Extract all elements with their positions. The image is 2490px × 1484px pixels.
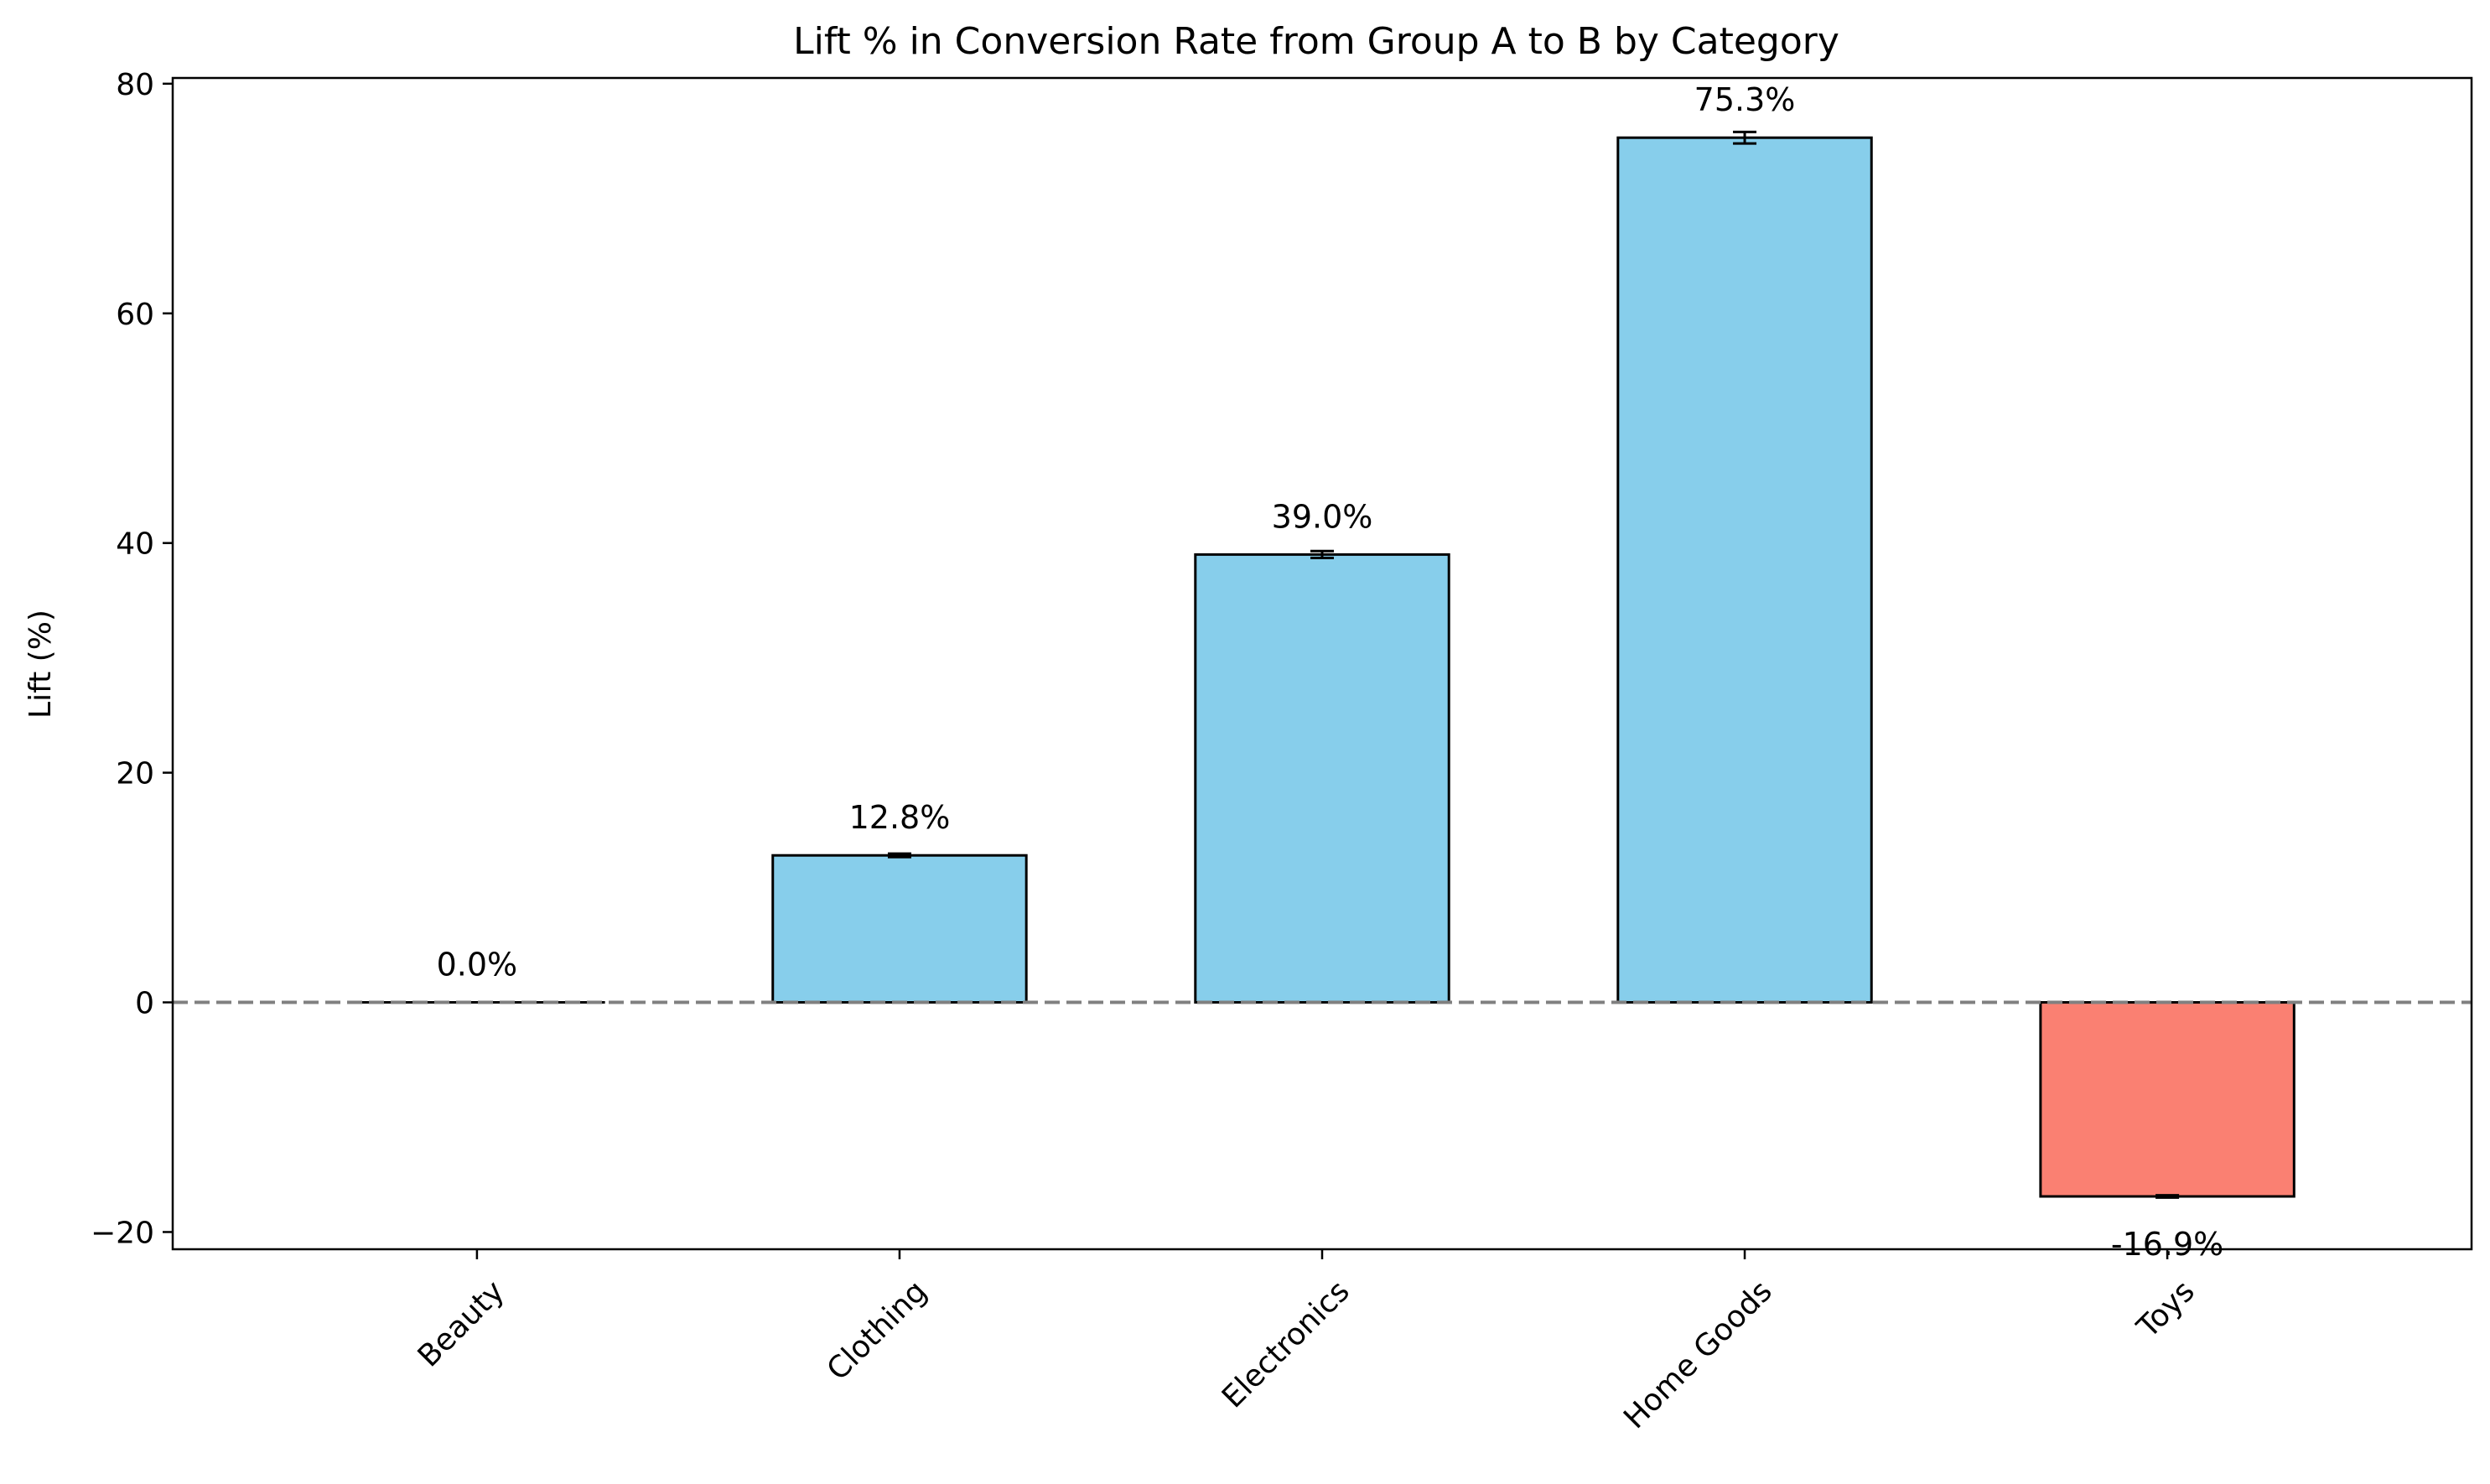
data-label: 39.0% <box>1272 498 1373 535</box>
y-tick-label: 60 <box>116 298 154 332</box>
bar-toys <box>2041 1003 2294 1196</box>
bar-home-goods <box>1618 138 1871 1002</box>
y-tick-label: 20 <box>116 757 154 791</box>
data-label: -16.9% <box>2111 1226 2223 1263</box>
y-tick-label: 80 <box>116 68 154 102</box>
bar-electronics <box>1196 554 1449 1002</box>
chart-title: Lift % in Conversion Rate from Group A t… <box>793 20 1839 63</box>
y-tick-label: −20 <box>91 1216 154 1250</box>
data-label: 12.8% <box>849 799 951 836</box>
y-axis-label: Lift (%) <box>23 610 58 719</box>
y-tick-label: 40 <box>116 527 154 562</box>
y-tick-label: 0 <box>135 987 154 1021</box>
bar-clothing <box>773 855 1026 1002</box>
data-label: 0.0% <box>437 947 518 983</box>
data-label: 75.3% <box>1694 81 1796 118</box>
